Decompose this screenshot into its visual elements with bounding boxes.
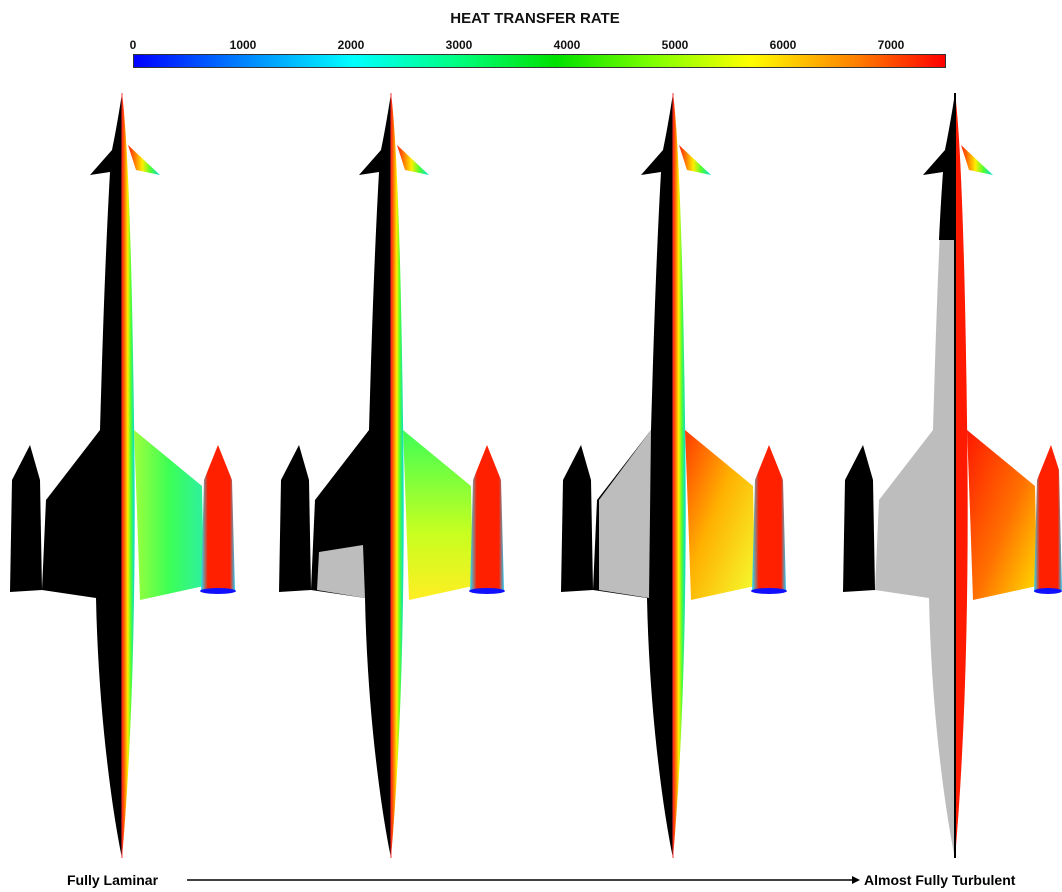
booster-nozzle xyxy=(200,588,236,594)
vehicle-transitional-1 xyxy=(279,93,505,858)
progression-start-label: Fully Laminar xyxy=(67,872,159,888)
booster-nozzle xyxy=(751,588,787,594)
colorbar-tick: 7000 xyxy=(877,38,905,52)
booster-left-shadow xyxy=(279,445,311,592)
vehicle-body-heat xyxy=(955,93,968,858)
booster-heat xyxy=(752,445,786,592)
booster-heat xyxy=(1034,445,1062,592)
canard-heat xyxy=(679,145,711,175)
wing-left-gray xyxy=(317,545,365,598)
nose-left-black xyxy=(923,93,955,240)
progression-arrow xyxy=(187,876,860,884)
booster-left-shadow xyxy=(10,445,42,592)
wing-heat xyxy=(403,430,473,600)
colorbar-tick: 0 xyxy=(129,38,137,52)
colorbar-tick: 6000 xyxy=(769,38,797,52)
wing-left-gray xyxy=(599,430,651,598)
booster-left-shadow xyxy=(561,445,593,592)
wing-heat xyxy=(685,430,755,600)
colorbar-tick: 2000 xyxy=(337,38,365,52)
colorbar xyxy=(133,54,946,68)
canard-heat xyxy=(128,145,160,175)
booster-left-shadow xyxy=(843,445,875,592)
colorbar-tick: 5000 xyxy=(661,38,689,52)
wing-heat xyxy=(134,430,204,600)
vehicle-left-half-gray xyxy=(875,93,955,858)
vehicle-transitional-2 xyxy=(561,93,787,858)
canard-heat xyxy=(961,145,993,175)
booster-nozzle xyxy=(1034,588,1062,594)
colorbar-tick: 4000 xyxy=(553,38,581,52)
vehicle-left-half-shadow xyxy=(311,93,391,858)
vehicle-body-heat xyxy=(391,93,404,858)
vehicle-left-half-shadow xyxy=(42,93,122,858)
vehicle-body-heat xyxy=(673,93,686,858)
colorbar-title: HEAT TRANSFER RATE xyxy=(450,10,620,27)
wing-heat xyxy=(967,430,1037,600)
booster-nozzle xyxy=(469,588,505,594)
progression-end-label: Almost Fully Turbulent xyxy=(864,872,1016,888)
colorbar-tick: 1000 xyxy=(229,38,257,52)
vehicle-body-heat xyxy=(122,93,135,858)
vehicle-fully-laminar xyxy=(10,93,236,858)
vehicle-almost-fully-turbulent xyxy=(843,93,1062,858)
colorbar-tick: 3000 xyxy=(445,38,473,52)
booster-heat xyxy=(470,445,504,592)
booster-heat xyxy=(201,445,235,592)
canard-heat xyxy=(397,145,429,175)
